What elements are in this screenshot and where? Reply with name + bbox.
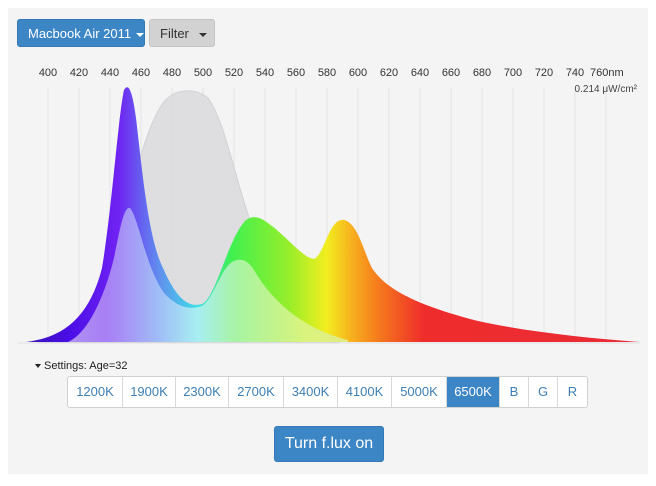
tick-label: 700 xyxy=(504,67,522,79)
temp-button-r[interactable]: R xyxy=(567,384,578,399)
filter-dropdown-label: Filter xyxy=(160,26,189,41)
tick-label: 660 xyxy=(442,67,460,79)
tick-label: 520 xyxy=(225,67,243,79)
tick-label: 560 xyxy=(287,67,305,79)
temp-button-6500k[interactable]: 6500K xyxy=(447,377,500,407)
temp-button-2700k[interactable]: 2700K xyxy=(229,377,284,407)
settings-label: Settings: Age=32 xyxy=(44,360,128,372)
irradiance-unit-label: 0.214 μW/cm² xyxy=(575,84,638,95)
tick-label: 620 xyxy=(380,67,398,79)
tick-label: 540 xyxy=(256,67,274,79)
tick-label: 420 xyxy=(70,67,88,79)
chevron-down-icon xyxy=(198,32,207,37)
tick-label: 500 xyxy=(194,67,212,79)
tick-label: 600 xyxy=(349,67,367,79)
temp-button-1200k[interactable]: 1200K xyxy=(68,377,123,407)
color-temperature-selector: 1200K 1900K 2300K 2700K 3400K 4100K 5000… xyxy=(67,376,588,408)
tick-label: 480 xyxy=(163,67,181,79)
settings-toggle[interactable]: Settings: Age=32 xyxy=(35,360,127,372)
turn-flux-on-button[interactable]: Turn f.lux on xyxy=(274,426,384,462)
filter-dropdown[interactable]: Filter xyxy=(149,19,215,47)
flux-panel: Macbook Air 2011 Filter xyxy=(8,8,648,474)
temp-button-b[interactable]: B xyxy=(500,377,529,407)
temp-button-2300k[interactable]: 2300K xyxy=(176,377,229,407)
tick-label: 400 xyxy=(39,67,57,79)
temp-button-g[interactable]: G xyxy=(529,377,558,407)
tick-label: 580 xyxy=(318,67,336,79)
tick-label: 760nm xyxy=(590,67,624,79)
tick-label: 680 xyxy=(473,67,491,79)
wavelength-axis: 400 420 440 460 480 500 520 540 560 580 … xyxy=(39,67,638,95)
temp-button-1900k[interactable]: 1900K xyxy=(123,377,176,407)
device-dropdown-label: Macbook Air 2011 xyxy=(28,26,132,41)
chevron-down-icon xyxy=(136,32,145,37)
tick-label: 460 xyxy=(132,67,150,79)
tick-label: 740 xyxy=(566,67,584,79)
device-dropdown[interactable]: Macbook Air 2011 xyxy=(17,19,145,47)
tick-label: 440 xyxy=(101,67,119,79)
tick-label: 720 xyxy=(535,67,553,79)
spectrum-chart: 400 420 440 460 480 500 520 540 560 580 … xyxy=(18,67,640,344)
triangle-down-icon xyxy=(35,364,41,368)
temp-button-4100k[interactable]: 4100K xyxy=(338,377,392,407)
spectrum-inner-area xyxy=(68,207,348,342)
temp-button-3400k[interactable]: 3400K xyxy=(284,377,338,407)
tick-label: 640 xyxy=(411,67,429,79)
spectrum-area xyxy=(26,87,639,342)
temp-button-5000k[interactable]: 5000K xyxy=(392,377,447,407)
